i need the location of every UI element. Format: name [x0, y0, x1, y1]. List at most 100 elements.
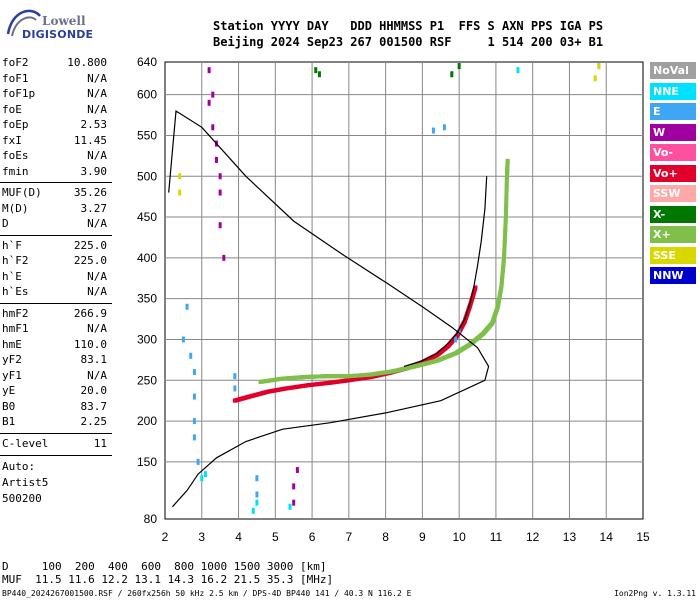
- echo-point-x: [502, 235, 507, 240]
- plot-frame: [164, 61, 644, 520]
- legend-item: NoVal: [650, 62, 696, 79]
- param-row: B0 83.7: [2, 400, 110, 415]
- y-tick-label: 500: [137, 169, 157, 183]
- echo-point-e: [192, 369, 196, 376]
- y-tick-label: 400: [137, 251, 157, 265]
- version-label: Ion2Png v. 1.3.11: [614, 589, 696, 598]
- param-row: hmE 110.0: [2, 338, 110, 353]
- echo-point-x: [503, 210, 508, 215]
- param-key: yF2: [2, 353, 22, 366]
- legend-item: Vo+: [650, 164, 696, 182]
- y-tick-label: 80: [144, 512, 158, 526]
- echo-point-sse: [593, 75, 597, 82]
- echo-point-x: [504, 205, 509, 210]
- echo-point-e: [196, 458, 200, 465]
- header-values: Beijing 2024 Sep23 267 001500 RSF 1 514 …: [213, 35, 604, 49]
- param-row: foE N/A: [2, 103, 110, 118]
- legend-item: E: [650, 103, 696, 120]
- x-tick-label: 8: [382, 530, 389, 544]
- x-tick-label: 7: [346, 530, 353, 544]
- param-key: foE: [2, 102, 22, 116]
- echo-point-x: [503, 226, 508, 231]
- legend-item: NNE: [650, 82, 696, 100]
- y-tick-label: 250: [137, 373, 157, 387]
- param-row: hmF1 N/A: [2, 322, 110, 337]
- param-value: N/A: [87, 322, 107, 335]
- echo-point-x: [504, 183, 509, 188]
- param-key: M(D): [2, 201, 29, 215]
- param-key: yF1: [2, 368, 22, 382]
- param-key: B1: [2, 415, 16, 428]
- x-tick-label: 10: [452, 530, 466, 544]
- param-separator: [0, 302, 112, 304]
- echo-point-w: [295, 467, 299, 474]
- param-key: h`F2: [2, 254, 29, 267]
- logo-line1: Lowell: [42, 14, 86, 28]
- echo-point-sse: [597, 63, 601, 70]
- echo-point-e: [233, 385, 237, 392]
- echo-point-e: [192, 434, 196, 441]
- param-value: N/A: [87, 269, 107, 283]
- y-tick-label: 300: [137, 332, 157, 346]
- param-row: fmin 3.90: [2, 165, 110, 180]
- param-key: C-level: [2, 436, 49, 450]
- x-tick-label: 13: [563, 530, 577, 544]
- param-key: foF1p: [2, 87, 36, 100]
- echo-point-x: [314, 67, 318, 74]
- echo-point-e: [192, 393, 196, 400]
- x-tick-label: 15: [636, 530, 650, 544]
- echo-point-x: [503, 212, 508, 217]
- echo-point-x: [504, 176, 509, 181]
- param-value: 83.1: [80, 353, 108, 366]
- param-key: foEp: [2, 118, 29, 131]
- echo-point-e: [233, 373, 237, 380]
- param-row: foEs N/A: [2, 149, 110, 164]
- logo-line2: DIGISONDE: [22, 28, 94, 41]
- param-row: hmF2 266.9: [2, 307, 110, 322]
- param-key: MUF(D): [2, 186, 42, 199]
- echo-point-nne: [255, 499, 259, 506]
- echo-point-w: [207, 67, 211, 74]
- param-row: h`F 225.0: [2, 239, 110, 254]
- param-key: hmF2: [2, 306, 29, 320]
- echo-point-x: [457, 63, 461, 70]
- param-key: foF1: [2, 71, 29, 85]
- echo-point-e: [185, 303, 189, 310]
- y-tick-label: 200: [137, 414, 157, 428]
- param-value: 83.7: [80, 399, 108, 413]
- echo-point-vo: [473, 285, 478, 290]
- param-value: 11.45: [73, 133, 107, 147]
- param-key: hmF1: [2, 322, 29, 335]
- echo-point-w: [207, 99, 211, 106]
- legend-item: SSE: [650, 246, 696, 264]
- echo-point-w: [211, 91, 215, 98]
- echo-point-x: [504, 185, 509, 190]
- param-key: h`Es: [2, 285, 29, 298]
- echo-point-x: [502, 239, 507, 244]
- logo-swirl-icon: [6, 9, 41, 37]
- echo-point-x: [503, 221, 508, 226]
- param-row: h`E N/A: [2, 270, 110, 285]
- legend-item: Vo-: [650, 144, 696, 161]
- autoscaling-label: Auto:: [2, 460, 36, 473]
- echo-point-sse: [178, 173, 182, 180]
- echo-point-x: [502, 251, 507, 256]
- echo-point-e: [181, 336, 185, 343]
- file-info: BP440_2024267001500.RSF / 260fx256h 50 k…: [2, 589, 412, 598]
- param-row: yE 20.0: [2, 384, 110, 399]
- param-key: fmin: [2, 164, 29, 178]
- echo-point-e: [453, 336, 457, 343]
- param-row: yF1 N/A: [2, 369, 110, 384]
- x-tick-label: 11: [490, 530, 503, 544]
- x-tick-label: 2: [162, 530, 169, 544]
- param-value: 35.26: [73, 186, 107, 199]
- echo-point-x: [504, 199, 509, 204]
- echo-point-x: [502, 244, 507, 249]
- echo-point-e: [255, 491, 259, 498]
- digisonde-logo: Lowell DIGISONDE: [4, 4, 124, 44]
- y-tick-label: 600: [137, 88, 157, 102]
- param-row: h`F2 225.0: [2, 254, 110, 269]
- param-value: N/A: [87, 102, 107, 116]
- legend-item: X-: [650, 205, 696, 223]
- echo-point-x: [502, 246, 507, 251]
